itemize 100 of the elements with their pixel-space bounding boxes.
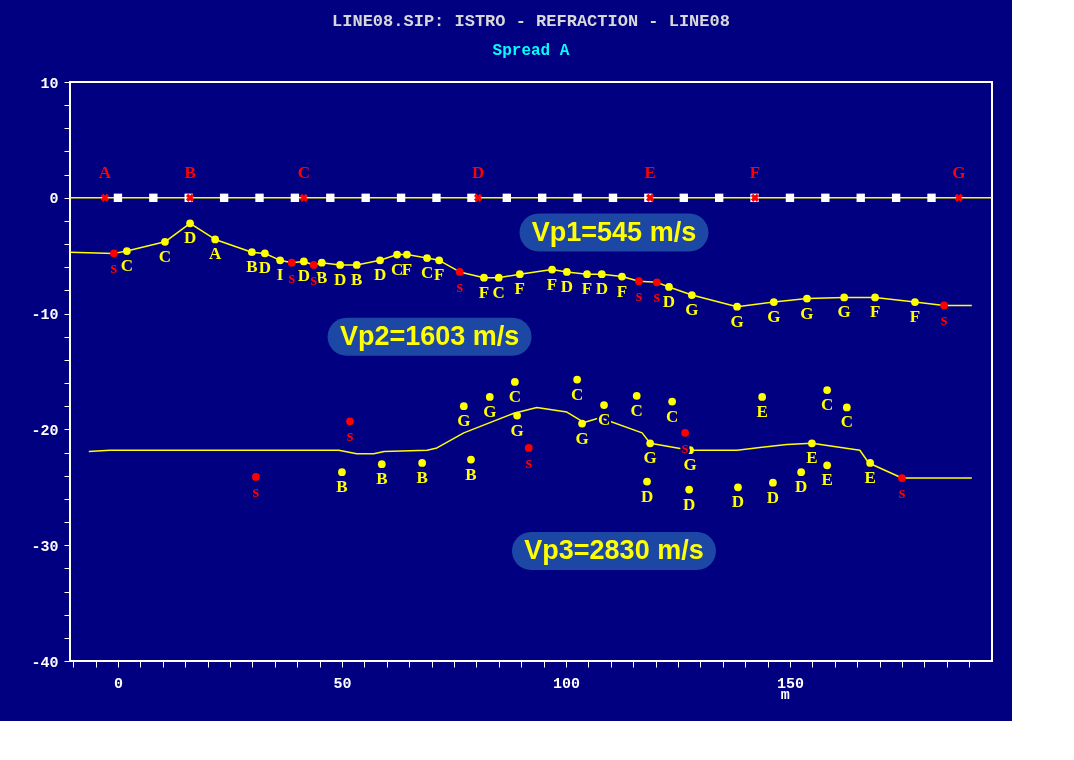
point: [326, 193, 335, 202]
point: [211, 235, 220, 244]
point: [418, 459, 427, 467]
y-tick-label: -30: [31, 538, 59, 556]
point: [769, 298, 778, 306]
data-label: I: [276, 265, 284, 285]
data-label: C: [840, 412, 853, 432]
point: [352, 261, 361, 269]
point: [186, 219, 194, 228]
point: [309, 261, 318, 269]
data-label: F: [546, 274, 558, 294]
point: [473, 193, 483, 202]
data-label: s: [288, 267, 296, 287]
data-label: C: [297, 162, 310, 182]
data-label: D: [471, 162, 485, 182]
point: [346, 417, 354, 426]
data-label: G: [483, 401, 497, 421]
point: [248, 248, 256, 257]
data-label: s: [635, 286, 643, 306]
data-label: F: [869, 302, 881, 322]
data-label: D: [297, 266, 310, 286]
point: [290, 193, 300, 202]
point: [808, 439, 816, 448]
point: [927, 193, 936, 202]
data-label: s: [346, 426, 354, 446]
point: [494, 273, 503, 282]
x-tick-label: 0: [113, 675, 123, 693]
point: [769, 478, 777, 487]
point: [632, 391, 641, 400]
point: [583, 270, 591, 279]
point: [377, 460, 386, 469]
point: [578, 419, 586, 428]
point: [502, 193, 511, 202]
point: [562, 268, 571, 276]
data-label: G: [730, 311, 744, 331]
y-tick-label: -20: [31, 422, 59, 440]
data-label: s: [940, 310, 948, 330]
point: [435, 256, 444, 265]
point: [110, 249, 118, 258]
annotation: Vp3=2830 m/s: [524, 534, 704, 565]
data-label: s: [898, 483, 906, 503]
y-tick-label: 10: [40, 75, 59, 93]
data-label: C: [420, 263, 434, 283]
data-label: D: [795, 477, 808, 497]
data-label: F: [749, 162, 761, 182]
data-label: s: [525, 452, 533, 472]
point: [643, 477, 651, 486]
data-label: E: [864, 467, 876, 487]
data-label: D: [662, 291, 676, 311]
data-label: F: [401, 259, 413, 279]
point: [123, 247, 131, 255]
data-label: D: [373, 265, 387, 285]
point: [687, 291, 696, 299]
data-label: B: [416, 467, 428, 487]
data-label: s: [252, 481, 260, 501]
data-label: G: [767, 307, 781, 327]
data-label: D: [258, 258, 272, 278]
data-label: G: [457, 411, 471, 431]
data-label: E: [756, 401, 768, 421]
point: [100, 193, 110, 202]
point: [714, 193, 724, 202]
point: [524, 444, 533, 452]
point: [733, 302, 741, 311]
data-label: D: [560, 276, 573, 296]
point: [891, 193, 901, 202]
point: [361, 193, 370, 202]
point: [618, 272, 626, 281]
data-label: F: [581, 279, 593, 299]
point: [252, 473, 260, 481]
data-label: D: [595, 279, 608, 299]
data-label: G: [683, 455, 697, 475]
data-label: A: [209, 244, 223, 264]
point: [113, 193, 123, 202]
data-label: B: [184, 162, 196, 182]
point: [149, 193, 158, 202]
data-label: F: [616, 281, 628, 301]
point: [797, 468, 806, 477]
point: [866, 459, 875, 467]
point: [573, 193, 582, 202]
data-label: G: [952, 162, 966, 182]
point: [317, 258, 326, 267]
y-tick-label: -10: [31, 307, 59, 325]
point: [679, 193, 688, 202]
y-tick-label: -40: [31, 654, 59, 672]
chart-title: LINE08.SIP: ISTRO - REFRACTION - LINE08: [332, 12, 730, 31]
point: [513, 411, 521, 420]
point: [803, 294, 811, 303]
annotation: Vp2=1603 m/s: [339, 320, 520, 351]
point: [898, 474, 906, 482]
x-tick-label: 50: [333, 675, 352, 693]
point: [467, 455, 475, 464]
data-label: F: [514, 279, 525, 299]
data-label: D: [766, 487, 780, 507]
data-label: B: [351, 269, 363, 289]
data-label: G: [685, 300, 699, 320]
data-label: C: [820, 395, 834, 415]
y-tick-label: 0: [49, 191, 59, 209]
data-label: F: [478, 282, 490, 302]
data-label: C: [571, 384, 584, 404]
point: [871, 293, 879, 302]
